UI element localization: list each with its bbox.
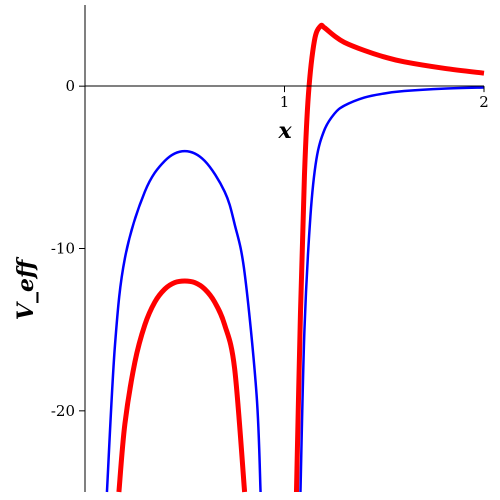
y-tick-label: 0 [65, 77, 75, 95]
y-axis-title: V_eff [13, 256, 39, 320]
x-tick-label: 2 [479, 93, 489, 111]
y-tick-label: -20 [51, 402, 75, 420]
series-0-branch-0-line [105, 149, 262, 493]
series-0-branch-1-line [299, 86, 485, 493]
x-axis-title: x [277, 118, 292, 144]
curves-group [105, 22, 485, 493]
x-tick-label: 1 [280, 93, 290, 111]
series-1-branch-1-line [293, 22, 485, 493]
series-1-branch-0-line [116, 278, 248, 493]
ticks-group: 1 2 0 -10 -20 [51, 77, 489, 420]
y-tick-label: -10 [51, 240, 75, 258]
